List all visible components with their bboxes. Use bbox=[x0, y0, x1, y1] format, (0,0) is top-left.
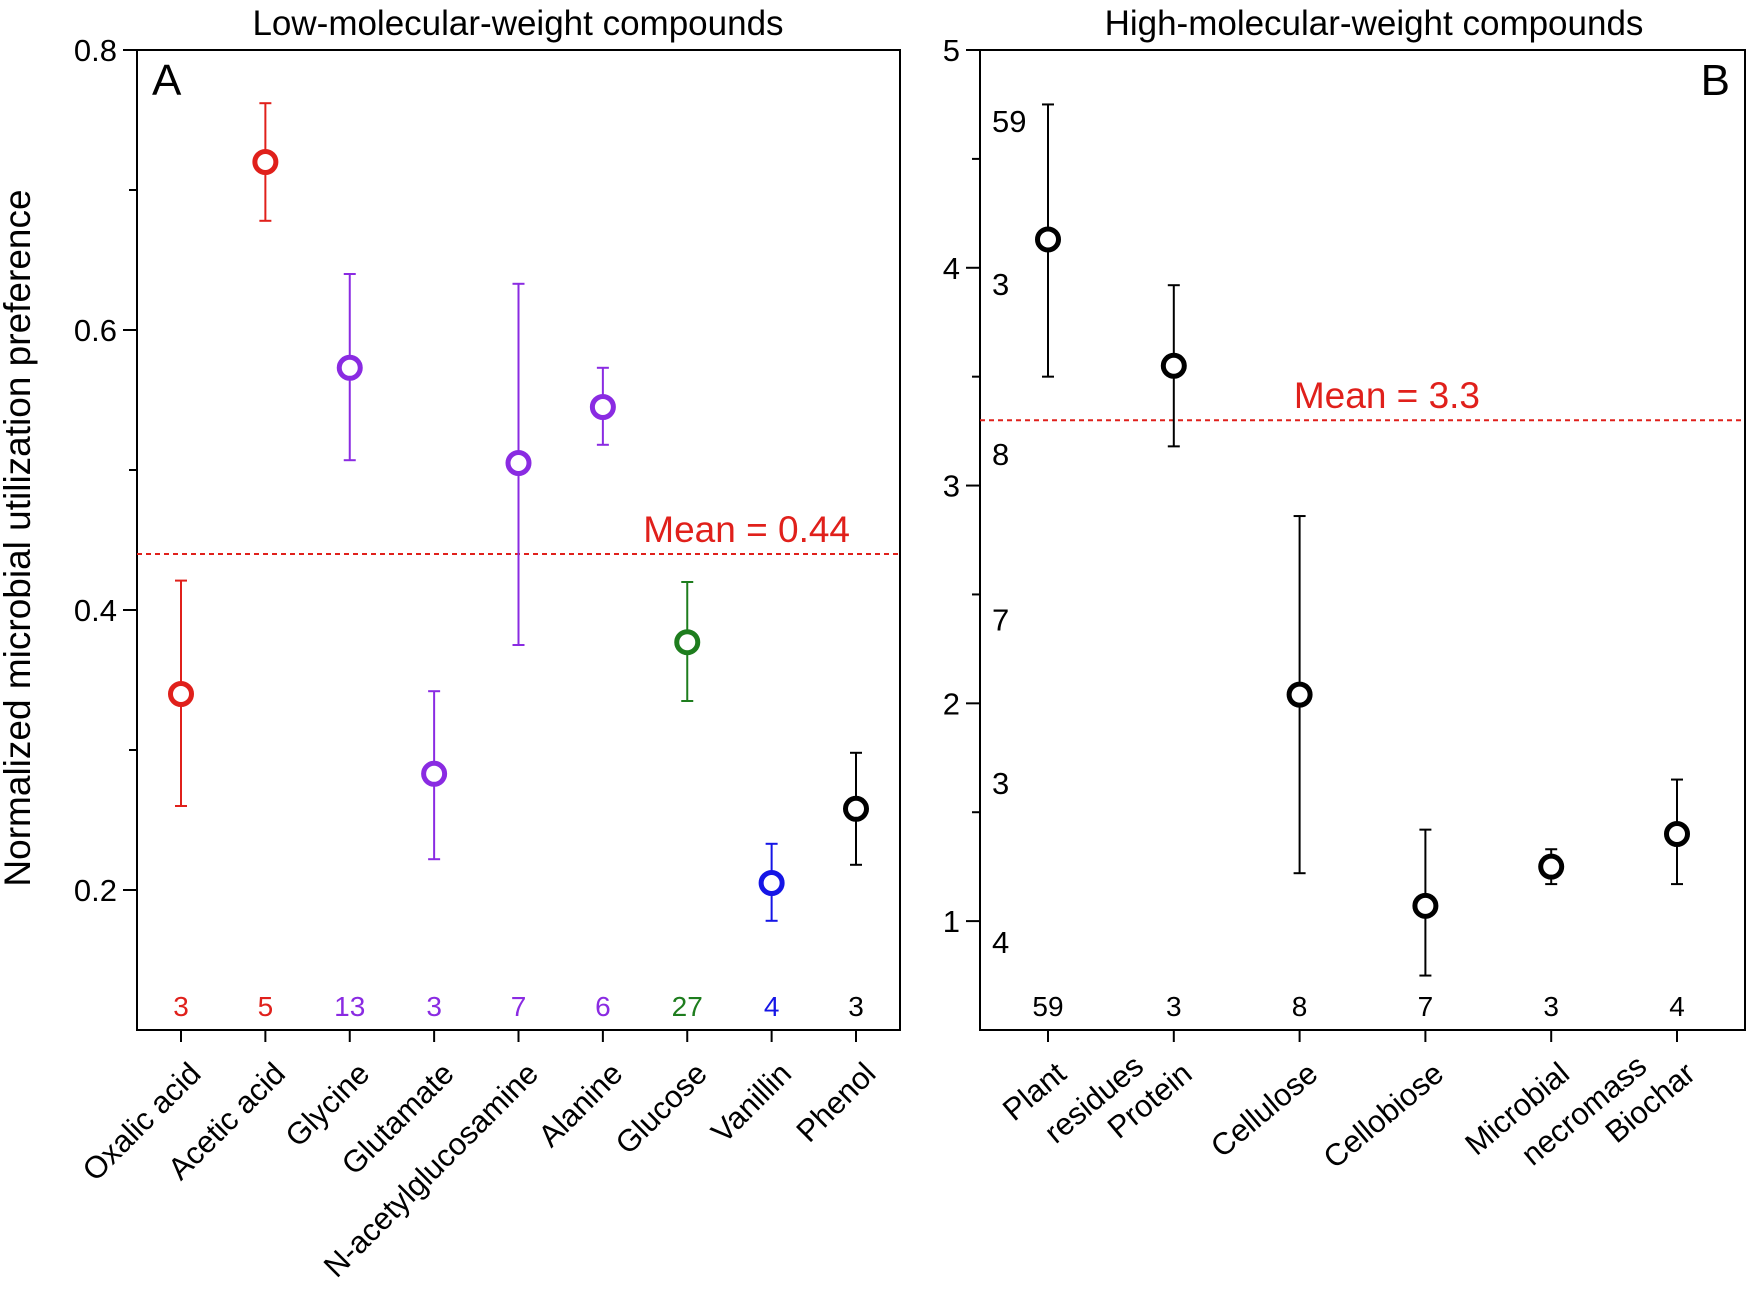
sample-count-label: 27 bbox=[672, 991, 703, 1022]
panel-a-ytick-label: 0.4 bbox=[74, 593, 117, 628]
sample-count-label: 3 bbox=[1166, 991, 1182, 1022]
data-point bbox=[1160, 352, 1187, 379]
data-point bbox=[1664, 821, 1690, 847]
panel-b-side-annotation: 8 bbox=[992, 437, 1009, 472]
panel-a-ytick-label: 0.8 bbox=[74, 33, 117, 68]
panel-b-side-annotation: 7 bbox=[992, 603, 1009, 638]
data-point bbox=[1538, 853, 1565, 880]
data-point bbox=[1412, 892, 1439, 919]
sample-count-label: 3 bbox=[426, 991, 442, 1022]
data-point bbox=[1035, 226, 1061, 253]
panel-b-ytick-label: 1 bbox=[943, 904, 960, 939]
panel-b-side-annotation: 3 bbox=[992, 766, 1009, 801]
category-label-line: Phenol bbox=[789, 1056, 882, 1149]
panel-b-letter: B bbox=[1701, 56, 1730, 105]
category-label-line: Cellulose bbox=[1204, 1055, 1324, 1164]
panel-b-side-annotation: 4 bbox=[992, 925, 1009, 960]
sample-count-label: 8 bbox=[1292, 991, 1308, 1022]
panel-a-ytick-label: 0.2 bbox=[74, 873, 117, 908]
category-label: Cellobiose bbox=[1317, 1055, 1450, 1175]
sample-count-label: 59 bbox=[1032, 991, 1063, 1022]
panel-b-side-annotation: 59 bbox=[992, 104, 1026, 139]
panel-b-title: High-molecular-weight compounds bbox=[1105, 4, 1644, 43]
category-label-line: Glucose bbox=[609, 1056, 714, 1161]
panel-b-ytick-label: 2 bbox=[943, 686, 960, 721]
sample-count-label: 6 bbox=[595, 991, 611, 1022]
sample-count-label: 3 bbox=[848, 991, 864, 1022]
data-point bbox=[1286, 681, 1313, 708]
category-label: Glucose bbox=[609, 1056, 714, 1161]
panel-b-mean-label: Mean = 3.3 bbox=[1294, 375, 1480, 416]
data-point bbox=[336, 354, 363, 381]
panel-a-title: Low-molecular-weight compounds bbox=[252, 4, 783, 43]
panel-b-ytick-label: 3 bbox=[943, 469, 960, 504]
data-point bbox=[168, 681, 194, 707]
category-label-line: Vanillin bbox=[704, 1056, 798, 1150]
data-point bbox=[758, 870, 785, 896]
sample-count-label: 3 bbox=[173, 991, 189, 1022]
sample-count-label: 4 bbox=[764, 991, 780, 1022]
sample-count-label: 3 bbox=[1543, 991, 1559, 1022]
panel-b-ytick-label: 5 bbox=[943, 33, 960, 68]
sample-count-label: 5 bbox=[258, 991, 274, 1022]
data-point bbox=[421, 760, 448, 787]
sample-count-label: 7 bbox=[511, 991, 527, 1022]
sample-count-label: 7 bbox=[1418, 991, 1434, 1022]
sample-count-label: 4 bbox=[1669, 991, 1685, 1022]
data-point bbox=[589, 394, 616, 420]
data-point bbox=[843, 795, 869, 822]
category-label: Cellulose bbox=[1204, 1055, 1324, 1164]
panel-a-ytick-label: 0.6 bbox=[74, 313, 117, 348]
panel-b-frame bbox=[979, 49, 1746, 1031]
panel-b: High-molecular-weight compoundsB12345Mea… bbox=[943, 4, 1746, 1175]
panel-a: Low-molecular-weight compounds A 0.2 0.4 0.6… bbox=[74, 4, 901, 1284]
category-label: Phenol bbox=[789, 1056, 882, 1149]
data-point bbox=[674, 629, 701, 656]
data-point bbox=[252, 149, 279, 175]
category-label-line: Cellobiose bbox=[1317, 1055, 1450, 1175]
panel-b-side-annotation: 3 bbox=[992, 267, 1009, 302]
sample-count-label: 13 bbox=[334, 991, 365, 1022]
category-label: Vanillin bbox=[704, 1056, 798, 1150]
y-axis-label: Normalized microbial utilization prefere… bbox=[0, 189, 38, 886]
panel-b-ytick-label: 4 bbox=[943, 251, 960, 286]
panel-a-letter: A bbox=[152, 56, 182, 105]
data-point bbox=[505, 450, 532, 476]
panel-a-mean-label: Mean = 0.44 bbox=[643, 509, 850, 550]
